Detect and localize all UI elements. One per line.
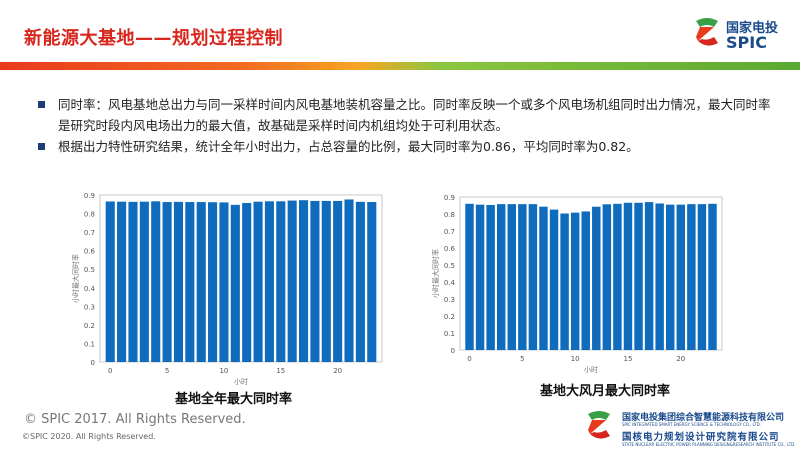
footer-org-logo: 国家电投集团综合智慧能源科技有限公司 SPIC INTEGRATED SMART… xyxy=(582,408,800,448)
bar xyxy=(253,201,263,362)
bar xyxy=(117,201,127,362)
x-tick-label: 20 xyxy=(676,355,685,363)
bar xyxy=(105,201,115,362)
chart-title: 基地大风月最大同时率 xyxy=(540,384,671,399)
spic-emblem-icon xyxy=(696,18,718,46)
y-tick-label: 0.6 xyxy=(444,245,456,253)
y-tick-label: 0.9 xyxy=(444,194,455,202)
bar xyxy=(623,202,633,350)
bar xyxy=(655,203,664,350)
bar xyxy=(708,203,717,350)
copyright-2017: © SPIC 2017. All Rights Reserved. xyxy=(24,412,246,427)
bar xyxy=(310,200,320,362)
bar xyxy=(676,204,686,350)
bar xyxy=(344,199,354,362)
y-axis-label: 小时最大同时率 xyxy=(71,254,80,303)
bar xyxy=(539,206,548,350)
x-tick-label: 20 xyxy=(333,367,342,375)
y-tick-label: 0.7 xyxy=(444,228,455,236)
bar xyxy=(465,203,474,350)
x-tick-label: 5 xyxy=(520,355,524,363)
bar xyxy=(592,206,601,350)
y-tick-label: 0.6 xyxy=(84,248,96,256)
bar xyxy=(687,204,696,350)
y-tick-label: 0.4 xyxy=(84,285,96,293)
bar xyxy=(355,201,365,362)
bar xyxy=(185,202,195,362)
y-tick-label: 0.9 xyxy=(84,192,95,200)
chart-title: 基地全年最大同时率 xyxy=(175,392,293,407)
x-tick-label: 5 xyxy=(165,367,169,375)
bar xyxy=(549,209,559,350)
bar xyxy=(486,204,495,350)
x-axis-label: 小时 xyxy=(234,377,248,385)
bar xyxy=(475,204,485,350)
bullet-square-icon xyxy=(38,101,45,108)
bar xyxy=(570,212,580,350)
bar xyxy=(634,202,643,350)
y-tick-label: 0.2 xyxy=(444,313,455,321)
y-tick-label: 0.2 xyxy=(84,322,95,330)
bar xyxy=(298,200,309,362)
chart-annual-max-simultaneity: 0 0.1 0.2 0.3 0.4 0.5 0.6 0.7 0.8 0.9 0 5 10 15 20 小时 小时… xyxy=(71,192,383,385)
header-gradient-band xyxy=(0,62,800,70)
bar xyxy=(287,200,297,362)
bar xyxy=(139,201,149,362)
y-tick-label: 0 xyxy=(451,347,455,355)
x-tick-label: 10 xyxy=(219,367,228,375)
bar xyxy=(276,201,286,362)
bar xyxy=(151,201,161,362)
bar xyxy=(496,204,506,350)
bar xyxy=(230,204,240,362)
bullet-item: 根据出力特性研究结果，统计全年小时出力，占总容量的比例，最大同时率为0.86，平… xyxy=(38,136,778,157)
bar xyxy=(162,202,172,362)
bullet-square-icon xyxy=(38,143,45,150)
bar xyxy=(518,204,527,350)
bar xyxy=(321,200,331,362)
y-axis-label: 小时最大同时率 xyxy=(431,249,440,298)
bar xyxy=(219,202,229,362)
bullet-list: 同时率：风电基地总出力与同一采样时间内风电基地装机容量之比。同时率反映一个或多个… xyxy=(38,94,778,157)
spic-logo: 国家电投 SPIC xyxy=(692,15,800,55)
bar xyxy=(613,203,622,350)
page-title: 新能源大基地——规划过程控制 xyxy=(24,28,283,49)
spic-emblem-icon xyxy=(588,411,610,439)
bar xyxy=(644,202,654,350)
x-tick-label: 15 xyxy=(276,367,285,375)
y-tick-label: 0.5 xyxy=(444,262,455,270)
y-tick-label: 0.4 xyxy=(444,279,456,287)
bar xyxy=(697,204,707,350)
y-tick-label: 0 xyxy=(91,359,95,367)
bar xyxy=(560,213,569,350)
bar xyxy=(367,202,377,362)
bar xyxy=(507,204,516,350)
bar xyxy=(264,201,274,362)
y-tick-label: 0.8 xyxy=(84,211,95,219)
x-tick-label: 0 xyxy=(467,355,471,363)
bar xyxy=(173,201,184,362)
y-tick-label: 0.3 xyxy=(84,303,95,311)
bar xyxy=(333,200,343,362)
y-tick-label: 0.7 xyxy=(84,229,95,237)
y-tick-label: 0.8 xyxy=(444,211,455,219)
y-tick-label: 0.3 xyxy=(444,296,455,304)
bar xyxy=(242,202,252,362)
y-tick-label: 0.1 xyxy=(444,330,455,338)
bar xyxy=(208,202,218,362)
x-tick-label: 10 xyxy=(571,355,580,363)
chart-windy-month-max-simultaneity: 0 0.1 0.2 0.3 0.4 0.5 0.6 0.7 0.8 0.9 0 5 10 15 20 小时 小时… xyxy=(431,194,723,374)
bar xyxy=(666,204,675,350)
y-tick-label: 0.5 xyxy=(84,266,95,274)
y-tick-label: 0.1 xyxy=(84,340,95,348)
bar xyxy=(128,201,138,362)
x-tick-label: 0 xyxy=(108,367,112,375)
bar xyxy=(528,204,538,350)
bar xyxy=(602,204,612,350)
bullet-item: 同时率：风电基地总出力与同一采样时间内风电基地装机容量之比。同时率反映一个或多个… xyxy=(38,94,778,136)
bar xyxy=(581,211,590,350)
x-tick-label: 15 xyxy=(624,355,633,363)
copyright-2020: ©SPIC 2020. All Rights Reserved. xyxy=(22,432,156,441)
bar xyxy=(196,202,206,362)
x-axis-label: 小时 xyxy=(584,365,598,374)
